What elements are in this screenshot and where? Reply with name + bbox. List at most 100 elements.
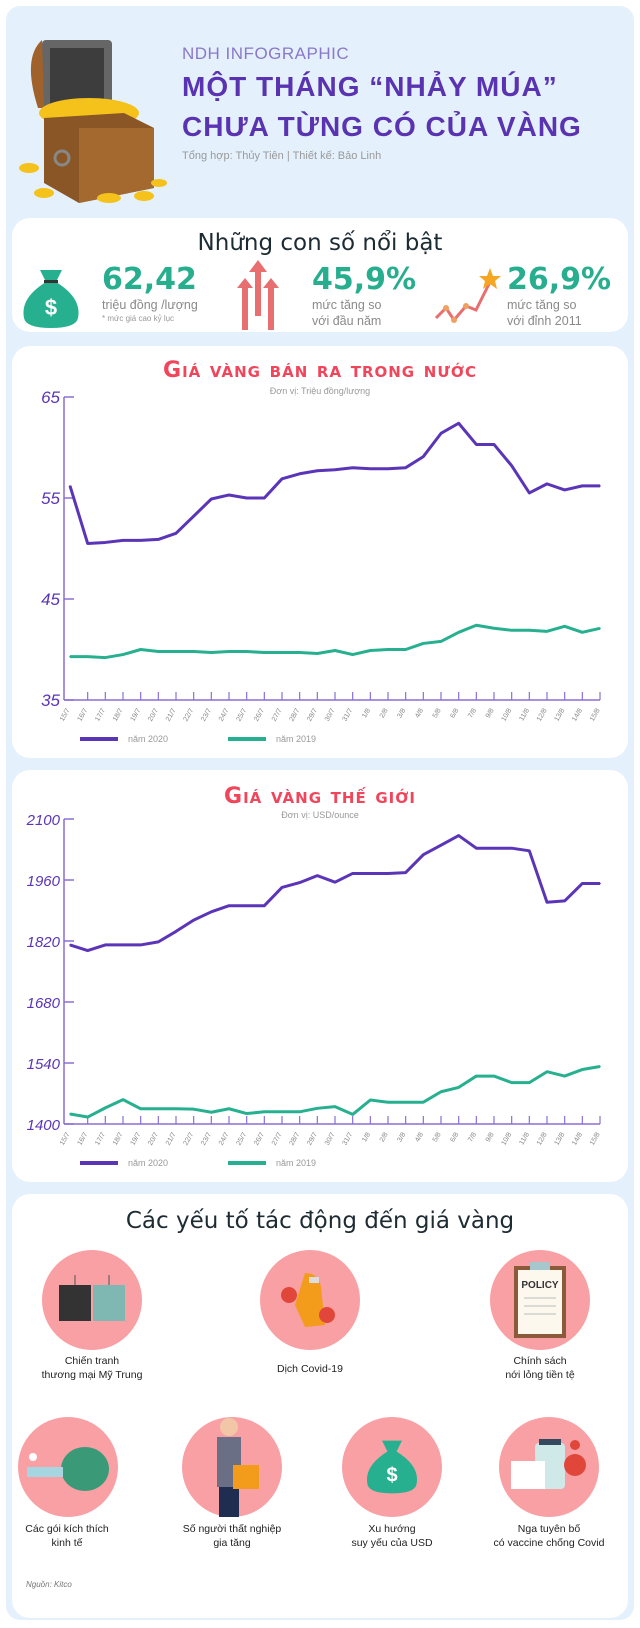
series-line-2020: [68, 421, 600, 545]
data-point: [422, 1101, 425, 1104]
data-point: [387, 1101, 389, 1104]
x-tick-label: 10/8: [501, 1131, 514, 1146]
money-bag-icon: $: [342, 1417, 442, 1517]
data-point: [334, 1105, 336, 1108]
data-point: [192, 515, 195, 517]
x-tick-label: 7/8: [467, 707, 478, 719]
data-point: [104, 541, 107, 544]
x-tick-label: 31/7: [342, 1131, 355, 1146]
data-point: [351, 466, 354, 469]
x-tick-label: 11/8: [518, 1131, 531, 1146]
factors-title: Các yếu tố tác động đến giá vàng: [125, 1208, 515, 1234]
x-tick-label: 22/7: [183, 707, 196, 722]
data-point: [369, 872, 372, 875]
x-tick-label: 29/7: [306, 1131, 319, 1146]
world-price-line-chart: 1400 1540 1680 1820 1960 2100 15/7 16/7 17/7 18/7…: [26, 812, 602, 1147]
x-tick-label: 3/8: [396, 707, 407, 719]
x-tick-label: 30/7: [324, 707, 337, 722]
data-point: [86, 949, 89, 952]
data-point: [316, 469, 319, 472]
star-trend-icon: [432, 266, 502, 331]
data-point: [316, 1107, 319, 1110]
money-bag-icon: $: [18, 268, 84, 335]
data-point: [369, 649, 372, 652]
domestic-price-line-chart: 35 45 55 65 15/7 16/7 17/7 18/7 19/7 20/7 21/7 22/7…: [41, 388, 602, 723]
data-point: [581, 485, 584, 487]
svg-text:$: $: [386, 1465, 397, 1487]
data-point: [599, 485, 601, 487]
legend-swatch-2020: [80, 1161, 118, 1165]
data-point: [86, 542, 89, 545]
x-tick-label: 2/8: [379, 707, 390, 719]
x-tick-label: 23/7: [200, 707, 213, 722]
data-point: [510, 847, 513, 849]
x-tick-label: 15/7: [59, 707, 72, 722]
x-tick-label: 15/7: [59, 1131, 72, 1146]
data-point: [263, 651, 266, 654]
data-point: [281, 651, 283, 654]
y-tick-label: 65: [41, 388, 60, 407]
data-point: [369, 1099, 372, 1101]
shipping-containers-icon: [42, 1250, 142, 1350]
up-arrows-icon: [227, 260, 287, 335]
data-point: [192, 1108, 195, 1110]
factor-label-monetary-policy: Chính sách nới lỏng tiền tệ: [505, 1355, 575, 1381]
x-tick-label: 6/8: [449, 707, 460, 719]
legend-label-2020: năm 2020: [128, 1158, 169, 1168]
chart-legend: năm 2020 năm 2019: [80, 734, 316, 744]
x-tick-label: 21/7: [165, 1131, 178, 1146]
x-tick-label: 20/7: [147, 707, 160, 722]
x-tick-label: 19/7: [130, 707, 143, 722]
x-tick-label: 21/7: [165, 707, 178, 722]
stat-label: mức tăng so: [507, 298, 577, 312]
data-point: [175, 1107, 177, 1110]
x-tick-label: 19/7: [130, 1131, 143, 1146]
data-point: [404, 1101, 407, 1104]
data-point: [334, 881, 336, 883]
y-tick-label: 1960: [27, 873, 61, 890]
x-tick-label: 3/8: [396, 1131, 407, 1143]
domestic-price-chart-card: Giá vàng bán ra trong nước Đơn vị: Triệu…: [12, 346, 628, 758]
data-point: [281, 478, 283, 480]
data-point: [457, 834, 460, 837]
data-point: [210, 498, 213, 500]
x-tick-label: 2/8: [379, 1131, 390, 1143]
data-point: [157, 650, 160, 653]
data-point: [122, 653, 124, 656]
data-point: [563, 489, 566, 491]
data-point: [69, 944, 71, 946]
data-point: [228, 650, 230, 653]
data-point: [440, 432, 442, 435]
x-tick-label: 17/7: [94, 1131, 107, 1146]
data-point: [563, 1075, 566, 1077]
x-tick-label: 10/8: [501, 707, 514, 722]
factor-label-unemployment: Số người thất nghiệp gia tăng: [182, 1523, 282, 1549]
data-point: [546, 1070, 548, 1073]
data-point: [599, 627, 601, 630]
data-point: [528, 492, 531, 494]
data-point: [157, 538, 160, 541]
x-tick-label: 4/8: [414, 1131, 425, 1143]
data-point: [122, 1098, 124, 1101]
data-point: [369, 467, 372, 470]
data-point: [298, 1111, 301, 1113]
data-point: [387, 648, 389, 651]
stat-note: * mức giá cao kỷ lục: [102, 314, 175, 323]
data-point: [546, 483, 548, 485]
data-point: [581, 882, 584, 885]
chart-unit: Đơn vị: USD/ounce: [281, 810, 359, 820]
page-title-line1: MỘT THÁNG “NHẢY MÚA”: [182, 71, 558, 102]
data-point: [192, 919, 195, 921]
data-point: [510, 629, 513, 632]
x-tick-label: 27/7: [271, 1131, 284, 1146]
x-tick-label: 5/8: [432, 1131, 443, 1143]
x-tick-label: 7/8: [467, 1131, 478, 1143]
data-point: [228, 904, 230, 907]
world-price-chart-card: Giá vàng thế giới Đơn vị: USD/ounce 1400…: [12, 770, 628, 1182]
stat-value-ytd-increase: 45,9%: [312, 262, 417, 297]
data-point: [263, 904, 266, 907]
x-tick-label: 5/8: [432, 707, 443, 719]
y-tick-label: 1680: [27, 995, 61, 1012]
y-tick-label: 1820: [27, 934, 61, 951]
x-tick-label: 26/7: [253, 707, 266, 722]
